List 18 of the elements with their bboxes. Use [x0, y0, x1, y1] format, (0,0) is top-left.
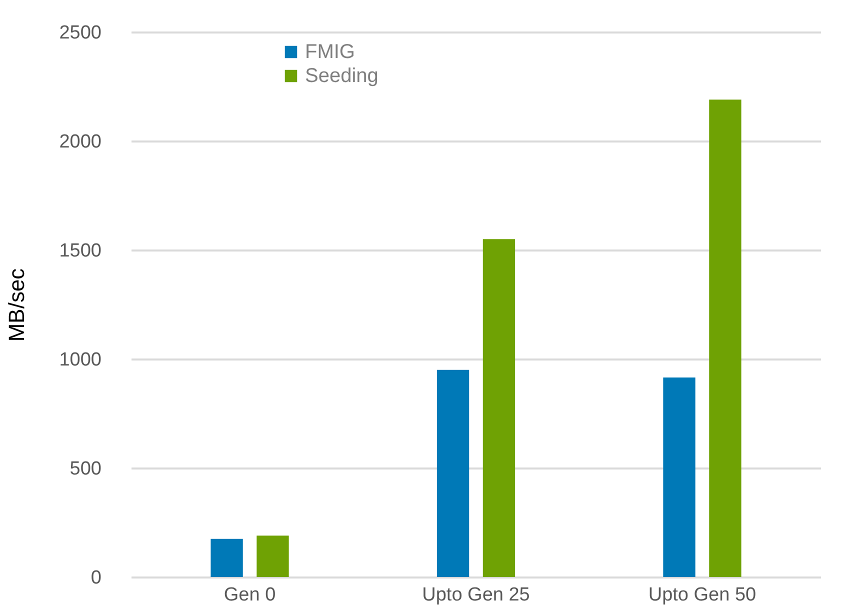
bar	[436, 370, 470, 577]
x-tick-label: Gen 0	[224, 584, 276, 606]
x-tick-label: Upto Gen 25	[422, 584, 530, 606]
y-axis-title: MB/sec	[4, 268, 30, 342]
legend-label: FMIG	[305, 41, 355, 63]
bar	[210, 538, 243, 577]
y-tick-label: 1000	[59, 350, 102, 370]
y-tick-label: 2000	[59, 132, 102, 152]
y-tick-label: 0	[90, 568, 102, 588]
y-tick-label: 500	[70, 458, 102, 480]
legend-label: Seeding	[305, 65, 378, 87]
bar	[256, 536, 289, 577]
y-tick-label: 1500	[59, 240, 102, 262]
bar	[482, 239, 516, 577]
y-tick-label: 2500	[59, 22, 102, 44]
bar	[663, 378, 696, 577]
bar	[709, 100, 742, 577]
x-tick-label: Upto Gen 50	[648, 584, 756, 606]
